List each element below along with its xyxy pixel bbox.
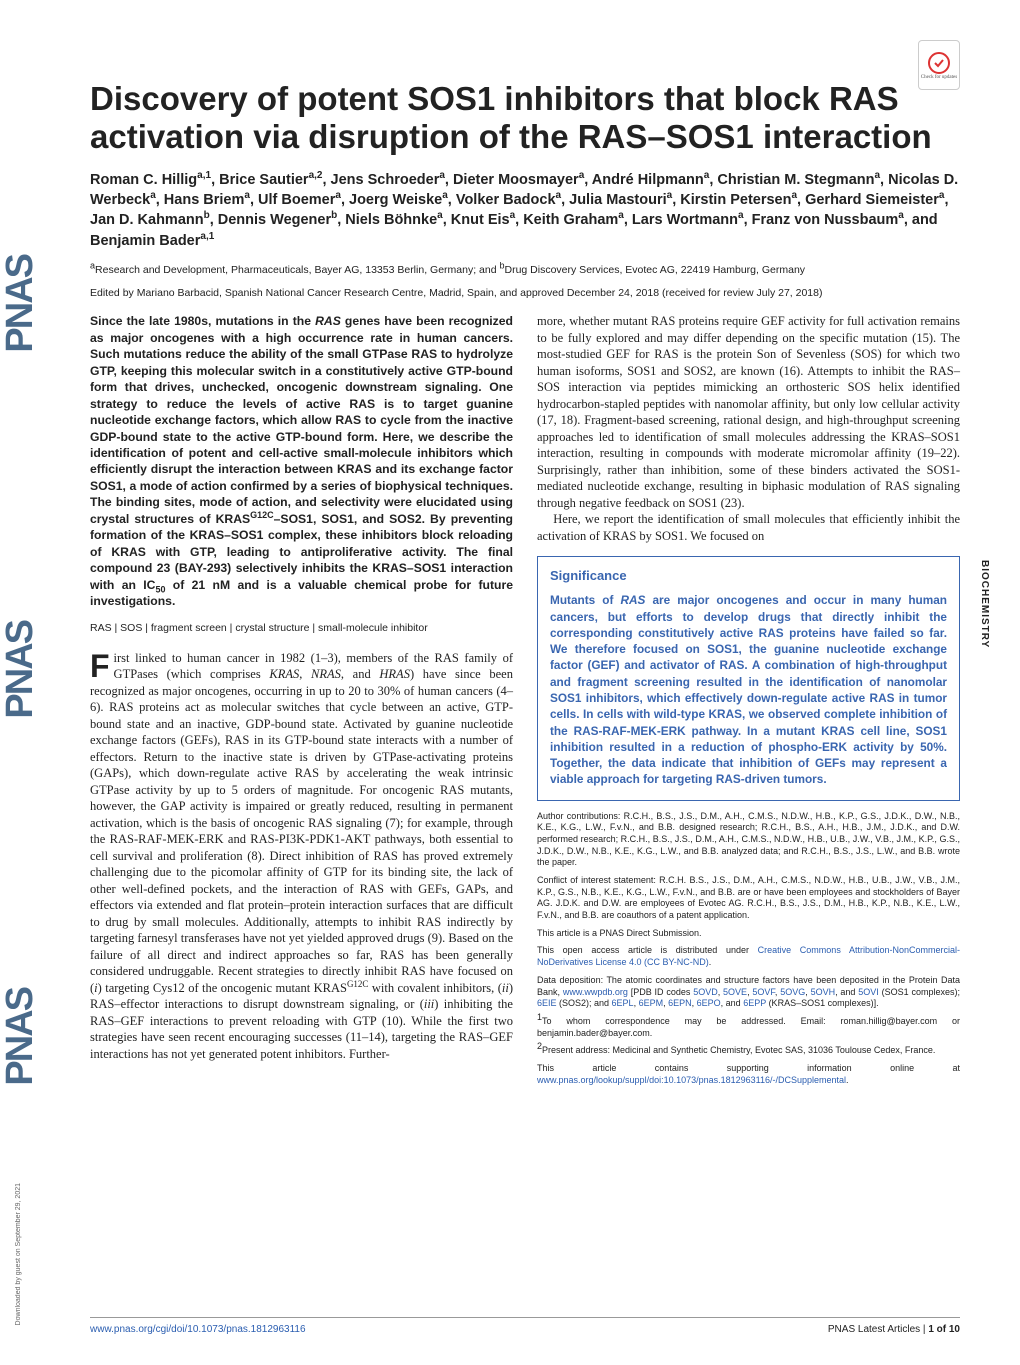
- footer-doi[interactable]: www.pnas.org/cgi/doi/10.1073/pnas.181296…: [90, 1324, 306, 1335]
- conflict-of-interest: Conflict of interest statement: R.C.H. B…: [537, 875, 960, 922]
- pnas-logo-3: PNAS: [4, 988, 36, 1086]
- download-note: Downloaded by guest on September 29, 202…: [15, 1183, 22, 1325]
- right-column: more, whether mutant RAS proteins requir…: [537, 313, 960, 1092]
- check-updates-icon: [927, 51, 951, 75]
- present-address: 2Present address: Medicinal and Syntheti…: [537, 1045, 960, 1057]
- body-right-p2: Here, we report the identification of sm…: [537, 511, 960, 544]
- license: This open access article is distributed …: [537, 945, 960, 968]
- fineprint: Author contributions: R.C.H., B.S., J.S.…: [537, 811, 960, 1087]
- keywords: RAS | SOS | fragment screen | crystal st…: [90, 622, 513, 636]
- page: PNAS PNAS PNAS Check for updates BIOCHEM…: [0, 0, 1020, 1365]
- authors: Roman C. Hilliga,1, Brice Sautiera,2, Je…: [90, 170, 960, 251]
- significance-body: Mutants of RAS are major oncogenes and o…: [550, 592, 947, 787]
- edited-by: Edited by Mariano Barbacid, Spanish Nati…: [90, 287, 960, 299]
- check-updates-badge[interactable]: Check for updates: [918, 40, 960, 90]
- body-left: First linked to human cancer in 1982 (1–…: [90, 650, 513, 1063]
- body-right-top: more, whether mutant RAS proteins requir…: [537, 313, 960, 544]
- pnas-logo-1: PNAS: [4, 255, 36, 353]
- correspondence: 1To whom correspondence may be addressed…: [537, 1016, 960, 1039]
- footer: www.pnas.org/cgi/doi/10.1073/pnas.181296…: [90, 1317, 960, 1335]
- check-updates-label: Check for updates: [921, 75, 957, 80]
- affiliations: aResearch and Development, Pharmaceutica…: [90, 263, 960, 277]
- significance-box: Significance Mutants of RAS are major on…: [537, 556, 960, 800]
- supporting-info-link[interactable]: www.pnas.org/lookup/suppl/doi:10.1073/pn…: [537, 1075, 846, 1085]
- pnas-logo-2: PNAS: [4, 621, 36, 719]
- dropcap: F: [90, 650, 114, 681]
- section-label-biochemistry: BIOCHEMISTRY: [979, 560, 990, 648]
- author-contributions: Author contributions: R.C.H., B.S., J.S.…: [537, 811, 960, 869]
- significance-title: Significance: [550, 567, 947, 584]
- footer-page: PNAS Latest Articles | 1 of 10: [828, 1324, 960, 1335]
- pnas-sidebar-logo: PNAS PNAS PNAS: [0, 120, 40, 1220]
- abstract: Since the late 1980s, mutations in the R…: [90, 313, 513, 609]
- left-column: Since the late 1980s, mutations in the R…: [90, 313, 513, 1092]
- two-column-body: Since the late 1980s, mutations in the R…: [90, 313, 960, 1092]
- body-left-text: irst linked to human cancer in 1982 (1–3…: [90, 651, 513, 1061]
- supporting-info: This article contains supporting informa…: [537, 1063, 960, 1086]
- direct-submission: This article is a PNAS Direct Submission…: [537, 928, 960, 940]
- data-deposition: Data deposition: The atomic coordinates …: [537, 975, 960, 1010]
- article-title: Discovery of potent SOS1 inhibitors that…: [90, 80, 960, 156]
- body-right-p1: more, whether mutant RAS proteins requir…: [537, 313, 960, 511]
